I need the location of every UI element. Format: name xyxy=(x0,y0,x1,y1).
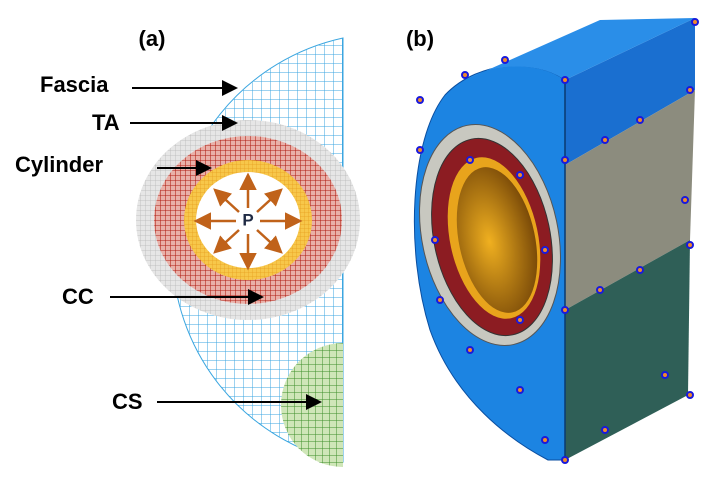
leader-arrows xyxy=(110,80,322,410)
region-label: Fascia xyxy=(40,72,109,97)
region-label: CS xyxy=(112,389,143,414)
boundary-markers xyxy=(416,18,699,464)
panel-label: (a) xyxy=(139,26,166,51)
cylinder-bore xyxy=(456,167,538,313)
face-mid-right xyxy=(565,90,695,310)
region-label: TA xyxy=(92,110,120,135)
panel-label: (b) xyxy=(406,26,434,51)
panel-b: (b) xyxy=(406,18,699,464)
cs-mesh xyxy=(281,343,343,467)
face-low-right xyxy=(565,240,690,460)
face-top-right xyxy=(565,18,695,165)
region-label: CC xyxy=(62,284,94,309)
pressure-arrows xyxy=(193,172,303,271)
region-label: Cylinder xyxy=(15,152,103,177)
pressure-label: P xyxy=(242,210,253,229)
panel-a: P (a) Fascia TA Cylinder CC CS xyxy=(15,26,360,467)
face-top xyxy=(465,18,695,80)
